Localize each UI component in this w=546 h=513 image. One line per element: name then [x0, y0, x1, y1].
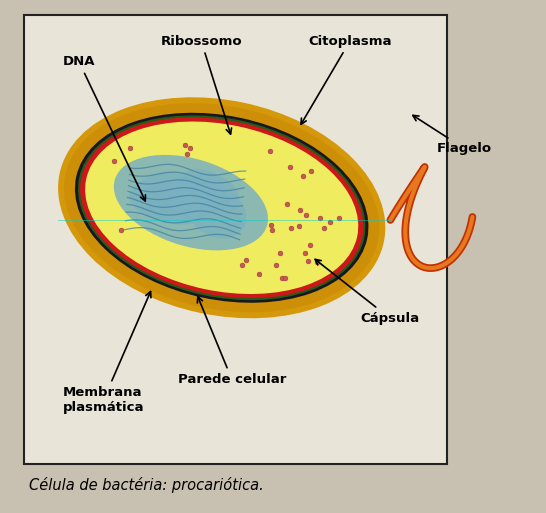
Ellipse shape [186, 185, 246, 239]
FancyBboxPatch shape [24, 15, 447, 464]
Text: Célula de bactéria: procariótica.: Célula de bactéria: procariótica. [29, 477, 264, 493]
Ellipse shape [64, 103, 379, 312]
Text: Cápsula: Cápsula [315, 260, 419, 325]
Ellipse shape [78, 115, 365, 300]
Ellipse shape [129, 179, 207, 225]
Text: Parede celular: Parede celular [178, 297, 286, 386]
Text: Ribossomo: Ribossomo [161, 34, 242, 134]
Ellipse shape [75, 113, 369, 303]
Text: Membrana
plasmática: Membrana plasmática [63, 291, 151, 414]
Ellipse shape [171, 186, 216, 219]
Text: Flagelo: Flagelo [413, 115, 492, 155]
Ellipse shape [133, 172, 197, 216]
Ellipse shape [184, 173, 239, 216]
Ellipse shape [173, 176, 231, 210]
Ellipse shape [171, 169, 223, 209]
Ellipse shape [80, 117, 364, 298]
Ellipse shape [114, 155, 268, 250]
Ellipse shape [58, 97, 385, 318]
Text: Citoplasma: Citoplasma [301, 34, 391, 124]
Text: DNA: DNA [63, 55, 145, 201]
Ellipse shape [144, 183, 202, 223]
Ellipse shape [85, 122, 358, 294]
